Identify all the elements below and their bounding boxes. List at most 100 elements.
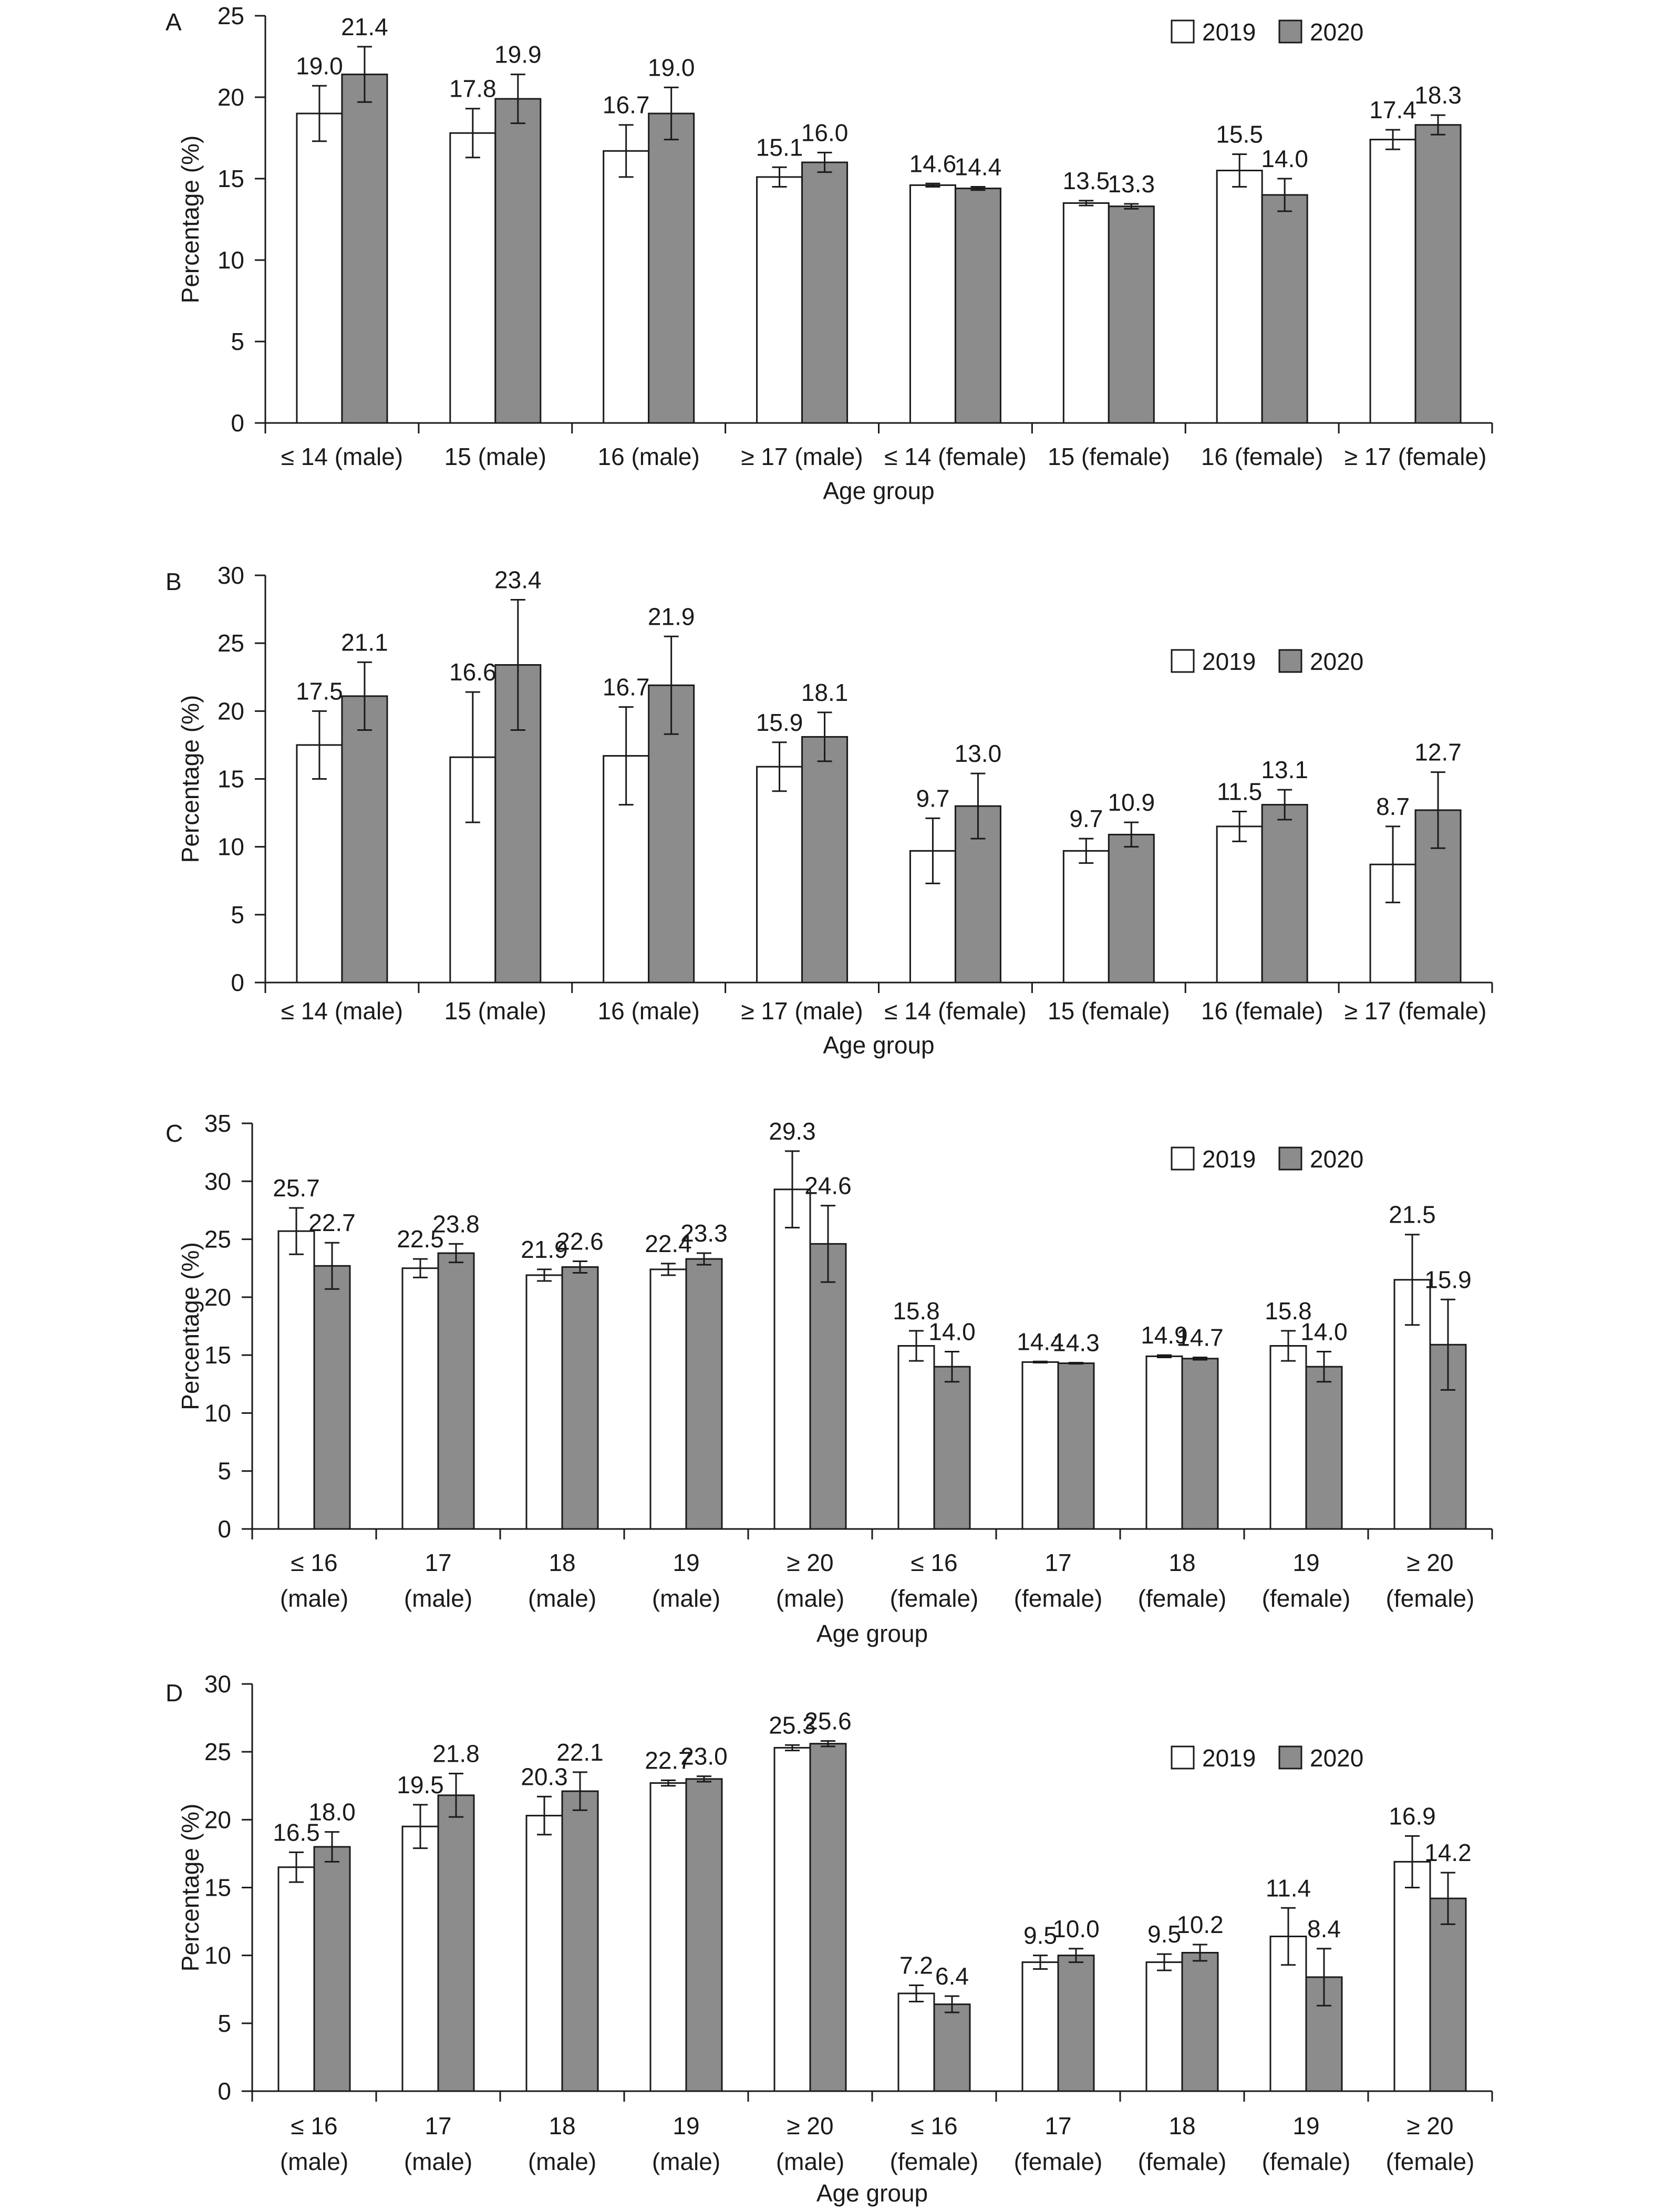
data-label: 15.8 — [1265, 1297, 1312, 1325]
bar-2019 — [449, 132, 496, 424]
data-label: 14.0 — [1300, 1318, 1348, 1346]
bar-2019 — [773, 1746, 811, 2092]
data-label: 14.3 — [1052, 1329, 1100, 1356]
y-tick-label: 5 — [231, 328, 244, 355]
category-group: ≤ 14 (male) 19.0 21.4 — [281, 13, 403, 470]
bar-2020 — [809, 1243, 847, 1530]
bar-2019 — [603, 150, 650, 424]
bar-2020 — [648, 112, 695, 424]
bar-2020 — [954, 188, 1001, 424]
bar-2020 — [1429, 1897, 1467, 2092]
x-tick-label: 16 (male) — [598, 997, 700, 1025]
data-label: 14.6 — [909, 150, 957, 177]
x-tick-label: ≤ 16 — [291, 2112, 337, 2139]
panel-label: A — [166, 8, 182, 36]
x-axis-title: Age group — [823, 1031, 934, 1059]
category-group: 16 (male) 16.7 21.9 — [598, 603, 700, 1025]
x-tick-label: 16 (female) — [1201, 997, 1323, 1025]
data-label: 10.0 — [1052, 1915, 1100, 1942]
data-label: 6.4 — [935, 1962, 969, 1990]
category-group: 16 (female) 11.513.1 — [1201, 756, 1323, 1025]
bar-2019 — [1269, 1345, 1307, 1530]
bar-2020 — [341, 695, 388, 984]
category-group: 16 (female) 15.514.0 — [1201, 121, 1323, 471]
data-label: 23.8 — [432, 1210, 480, 1237]
data-label: 21.9 — [648, 603, 695, 630]
category-group: ≥ 20 (male) 29.3 24.6 — [769, 1118, 852, 1612]
bar-2019 — [1021, 1361, 1059, 1530]
data-label: 13.5 — [1063, 167, 1110, 194]
x-tick-label: (female) — [890, 1585, 979, 1612]
panel-d: D 0 5 10 15 20 25 30 Percentage (%) ≤ 16 (male) 16.… — [166, 1670, 1493, 2207]
bar-2020 — [341, 74, 388, 424]
x-tick-label: 18 — [1168, 2112, 1195, 2139]
category-group: ≤ 14 (female) 14.614.4 — [884, 150, 1027, 470]
x-tick-label: 15 (male) — [444, 997, 546, 1025]
bar-2019 — [449, 756, 496, 984]
category-group: 18 (male) 21.922.6 — [521, 1227, 604, 1612]
x-tick-label: 17 — [425, 2112, 451, 2139]
x-tick-label: 19 — [673, 2112, 699, 2139]
legend: 2019 2020 — [1171, 18, 1363, 46]
data-label: 25.6 — [804, 1708, 852, 1735]
data-label: 13.3 — [1108, 170, 1155, 198]
x-tick-label: (male) — [404, 2148, 472, 2175]
x-tick-label: ≤ 14 (male) — [281, 997, 403, 1025]
legend-label-2020: 2020 — [1310, 648, 1363, 675]
y-tick-label: 25 — [204, 1738, 231, 1765]
legend-label-2020: 2020 — [1310, 1145, 1363, 1173]
data-label: 19.0 — [648, 54, 695, 81]
x-tick-label: (female) — [1014, 1585, 1103, 1612]
data-label: 24.6 — [804, 1172, 852, 1200]
bar-2020 — [1057, 1362, 1095, 1530]
bar-2020 — [685, 1778, 723, 2092]
x-tick-label: (male) — [528, 1585, 596, 1612]
data-label: 20.3 — [521, 1763, 568, 1790]
y-tick-label: 20 — [218, 84, 244, 111]
data-label: 14.9 — [1141, 1321, 1188, 1349]
y-tick-label: 0 — [231, 409, 244, 437]
category-group: 15 (male) 17.8 19.9 — [444, 41, 546, 470]
bar-2019 — [296, 112, 343, 424]
x-tick-label: 15 (male) — [444, 443, 546, 470]
bar-2019 — [909, 184, 956, 424]
x-tick-label: (male) — [776, 1585, 844, 1612]
bar-2019 — [525, 1815, 563, 2092]
x-tick-label: (male) — [776, 2148, 844, 2175]
x-tick-label: (male) — [280, 1585, 348, 1612]
data-label: 18.3 — [1414, 81, 1462, 109]
y-tick-label: 0 — [218, 1515, 231, 1543]
data-label: 23.3 — [680, 1219, 728, 1247]
y-tick-label: 5 — [218, 1458, 231, 1485]
category-group: ≤ 16 (male) 16.518.0 — [273, 1798, 356, 2175]
category-group: 17 (female) 9.510.0 — [1014, 1915, 1103, 2175]
bar-2020 — [1108, 205, 1155, 424]
x-tick-label: ≥ 17 (male) — [741, 997, 863, 1025]
data-label: 22.1 — [556, 1739, 604, 1766]
x-tick-label: ≥ 17 (male) — [741, 443, 863, 470]
bar-2020 — [801, 161, 849, 424]
x-tick-label: 18 — [549, 2112, 575, 2139]
x-tick-label: ≤ 14 (female) — [884, 997, 1027, 1025]
legend-swatch-2019 — [1171, 19, 1195, 44]
y-tick-label: 25 — [218, 2, 244, 29]
category-group: ≤ 16 (male) 25.7 22.7 — [273, 1174, 356, 1612]
x-tick-label: ≥ 20 — [787, 2112, 833, 2139]
data-label: 21.9 — [521, 1236, 568, 1263]
category-group: ≥ 20 (female) 21.5 15.9 — [1386, 1201, 1475, 1612]
data-label: 16.5 — [273, 1818, 320, 1846]
x-tick-label: ≤ 14 (male) — [281, 443, 403, 470]
y-tick-label: 25 — [204, 1226, 231, 1253]
bar-2019 — [897, 1992, 935, 2092]
panel-a: A 0 5 10 15 20 25 Percentage (%) ≤ 14 (male) 19.0… — [166, 2, 1493, 504]
data-label: 9.5 — [1023, 1922, 1057, 1949]
x-tick-label: ≤ 16 — [911, 2112, 957, 2139]
y-axis-title: Percentage (%) — [177, 136, 204, 304]
category-group: 19 (female) 15.814.0 — [1262, 1297, 1351, 1612]
y-tick-label: 0 — [231, 969, 244, 996]
x-tick-label: 19 — [1292, 2112, 1319, 2139]
data-label: 21.8 — [432, 1740, 480, 1767]
bar-2019 — [525, 1274, 563, 1530]
y-tick-label: 30 — [204, 1167, 231, 1195]
